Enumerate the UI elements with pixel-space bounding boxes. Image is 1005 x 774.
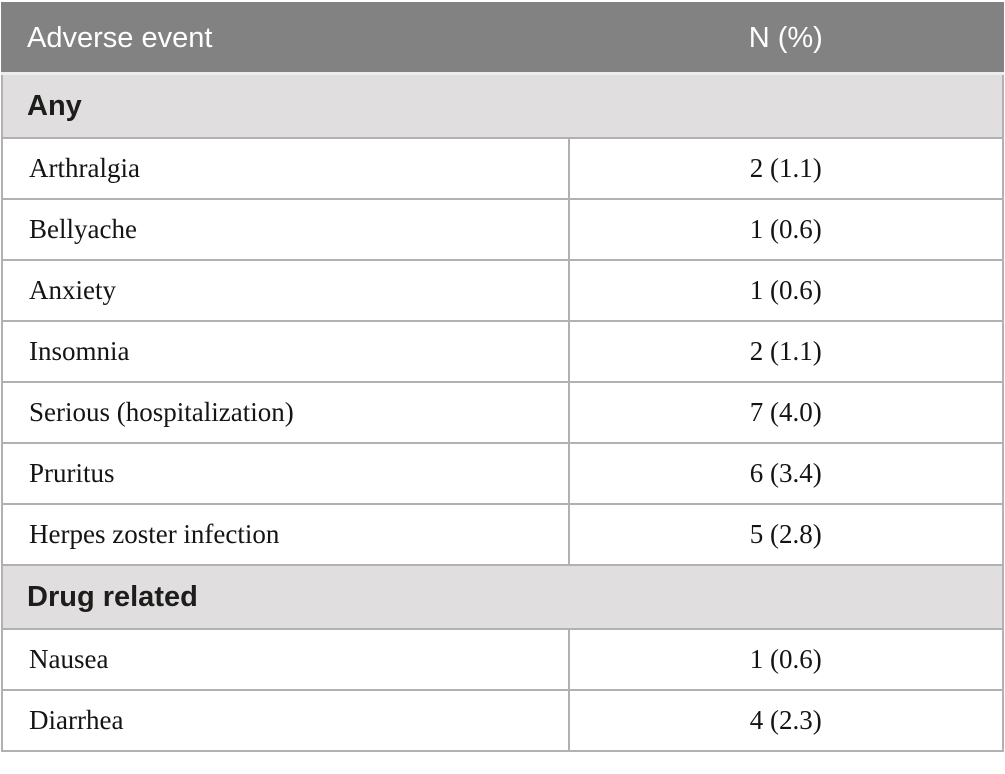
table-row-insomnia: Insomnia 2 (1.1) — [1, 320, 1005, 383]
value-cell: 1 (0.6) — [567, 628, 1005, 691]
table-row-pruritus: Pruritus 6 (3.4) — [1, 442, 1005, 505]
section-row-any: Any — [1, 72, 1004, 139]
column-header-adverse-event: Adverse event — [1, 2, 570, 75]
event-cell: Diarrhea — [1, 689, 570, 752]
value-cell: 1 (0.6) — [567, 198, 1005, 261]
value-cell: 6 (3.4) — [567, 442, 1005, 505]
value-cell: 5 (2.8) — [567, 503, 1005, 566]
table-header-row: Adverse event N (%) — [1, 2, 1005, 75]
event-cell: Insomnia — [1, 320, 570, 383]
event-cell: Anxiety — [1, 259, 570, 322]
table-row-bellyache: Bellyache 1 (0.6) — [1, 198, 1005, 261]
section-row-drug-related: Drug related — [1, 564, 1004, 630]
adverse-events-table: Adverse event N (%) Any Arthralgia 2 (1.… — [1, 2, 1005, 752]
event-cell: Arthralgia — [1, 137, 570, 200]
section-label-any: Any — [1, 72, 1004, 139]
section-label-drug-related: Drug related — [1, 564, 1004, 630]
value-cell: 7 (4.0) — [567, 381, 1005, 444]
event-cell: Herpes zoster infection — [1, 503, 570, 566]
event-cell: Pruritus — [1, 442, 570, 505]
table-row-diarrhea: Diarrhea 4 (2.3) — [1, 689, 1005, 752]
value-cell: 1 (0.6) — [567, 259, 1005, 322]
table-row-nausea: Nausea 1 (0.6) — [1, 628, 1005, 691]
table-row-arthralgia: Arthralgia 2 (1.1) — [1, 137, 1005, 200]
table-row-herpes-zoster-infection: Herpes zoster infection 5 (2.8) — [1, 503, 1005, 566]
event-cell: Nausea — [1, 628, 570, 691]
column-header-n-percent: N (%) — [567, 2, 1005, 75]
value-cell: 2 (1.1) — [567, 320, 1005, 383]
table-row-anxiety: Anxiety 1 (0.6) — [1, 259, 1005, 322]
event-cell: Bellyache — [1, 198, 570, 261]
event-cell: Serious (hospitalization) — [1, 381, 570, 444]
table-row-serious-hospitalization: Serious (hospitalization) 7 (4.0) — [1, 381, 1005, 444]
value-cell: 4 (2.3) — [567, 689, 1005, 752]
value-cell: 2 (1.1) — [567, 137, 1005, 200]
